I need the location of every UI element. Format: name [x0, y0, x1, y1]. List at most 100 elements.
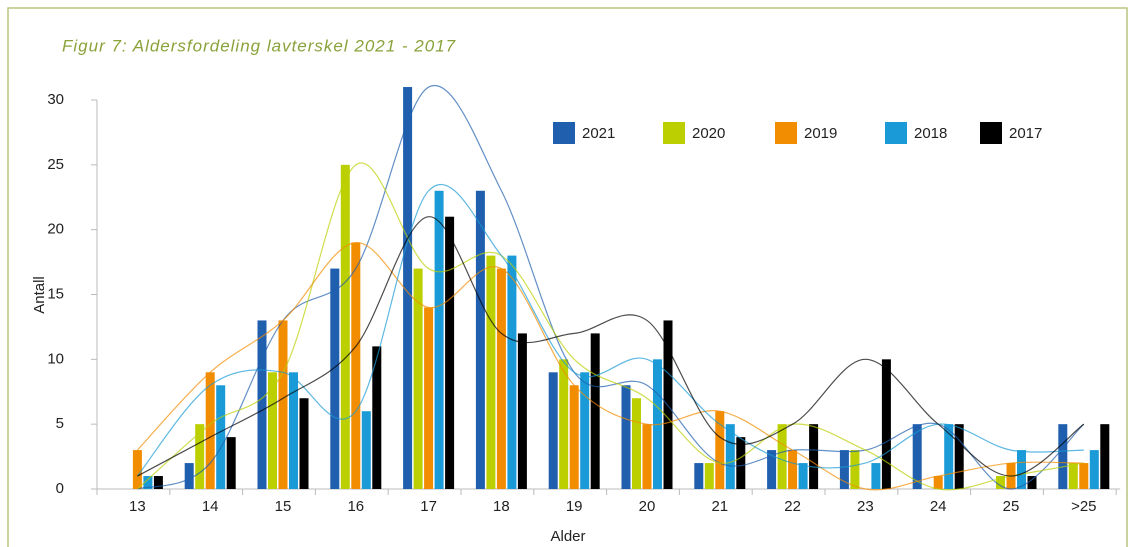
- bar: [330, 268, 340, 489]
- chart-title: Figur 7: Aldersfordeling lavterskel 2021…: [62, 36, 456, 55]
- bar: [996, 476, 1005, 489]
- x-tick-label: 19: [566, 498, 583, 515]
- bar: [704, 463, 714, 489]
- x-tick-label: 21: [711, 498, 728, 515]
- x-axis-label: Alder: [550, 528, 585, 545]
- y-tick-label: 5: [56, 415, 64, 432]
- legend-label: 2018: [914, 125, 947, 142]
- legend-swatch: [885, 122, 907, 144]
- x-tick-label: 23: [857, 498, 874, 515]
- bar: [216, 385, 226, 489]
- y-tick-label: 30: [47, 91, 64, 108]
- bar: [413, 268, 423, 489]
- bar: [132, 450, 142, 489]
- bar: [278, 320, 288, 489]
- bar: [434, 190, 444, 489]
- bar: [798, 463, 808, 489]
- y-tick-label: 20: [47, 221, 64, 238]
- bar: [1079, 463, 1089, 489]
- trend-line: [136, 242, 1084, 491]
- bar: [351, 242, 361, 489]
- x-tick-label: 18: [493, 498, 510, 515]
- x-tick-label: 25: [1003, 498, 1020, 515]
- trend-line: [137, 216, 1085, 477]
- legend-swatch: [775, 122, 797, 144]
- bar: [372, 346, 382, 489]
- bar: [632, 398, 641, 489]
- bar: [517, 333, 527, 489]
- x-tick-label: 15: [275, 498, 292, 515]
- legend-label: 2017: [1009, 125, 1042, 142]
- legend-swatch: [980, 122, 1002, 144]
- bar: [361, 411, 371, 489]
- bar: [1058, 424, 1068, 489]
- bar: [871, 463, 881, 489]
- bar: [299, 398, 309, 489]
- bar: [289, 372, 298, 489]
- bar: [226, 437, 236, 489]
- bar: [725, 424, 735, 489]
- x-tick-label: 22: [784, 498, 801, 515]
- legend-label: 2019: [804, 125, 837, 142]
- bar: [268, 372, 277, 489]
- bar: [777, 424, 787, 489]
- bar: [403, 87, 413, 490]
- bar: [736, 437, 746, 489]
- legend-swatch: [663, 122, 685, 144]
- bar: [153, 476, 163, 489]
- bar: [424, 307, 434, 489]
- bar: [694, 463, 704, 489]
- trend-line: [136, 183, 1084, 477]
- legend-label: 2020: [692, 125, 725, 142]
- bar: [475, 190, 485, 489]
- bar: [788, 450, 798, 489]
- bar: [195, 424, 205, 489]
- y-axis-label: Antall: [31, 276, 48, 314]
- x-tick-label: 13: [129, 498, 146, 515]
- bar: [507, 255, 517, 489]
- bar: [850, 450, 860, 489]
- bar: [954, 424, 964, 489]
- bar: [205, 372, 215, 489]
- y-tick-label: 15: [47, 285, 64, 302]
- bar: [486, 255, 496, 489]
- bar: [184, 463, 194, 489]
- bar: [912, 424, 922, 489]
- bar: [1100, 424, 1110, 489]
- bar: [548, 372, 558, 489]
- x-tick-label: 14: [202, 498, 219, 515]
- bar: [590, 333, 600, 489]
- bar: [767, 450, 777, 489]
- bar: [881, 359, 891, 489]
- bar: [715, 411, 725, 489]
- x-tick-label: 24: [930, 498, 947, 515]
- bar: [559, 359, 569, 489]
- frame: [7, 7, 1128, 547]
- bar: [944, 424, 954, 489]
- x-tick-label: >25: [1071, 498, 1096, 515]
- bar: [933, 476, 943, 489]
- bar: [621, 385, 631, 489]
- trend-line: [137, 162, 1084, 491]
- y-tick-label: 0: [56, 480, 64, 497]
- legend-swatch: [553, 122, 575, 144]
- legend-label: 2021: [582, 125, 615, 142]
- bar: [663, 320, 673, 489]
- bar: [257, 320, 267, 489]
- bar: [1017, 450, 1026, 489]
- bar: [1027, 476, 1037, 489]
- bar: [642, 424, 652, 489]
- bar: [445, 216, 455, 489]
- bar: [143, 476, 153, 489]
- bar: [496, 268, 506, 489]
- x-tick-label: 16: [347, 498, 364, 515]
- bar: [1068, 463, 1078, 489]
- bar: [809, 424, 819, 489]
- y-tick-label: 25: [47, 156, 64, 173]
- x-tick-label: 20: [639, 498, 656, 515]
- y-tick-label: 10: [47, 350, 64, 367]
- bar: [839, 450, 849, 489]
- bar: [569, 385, 579, 489]
- bar: [1089, 450, 1099, 489]
